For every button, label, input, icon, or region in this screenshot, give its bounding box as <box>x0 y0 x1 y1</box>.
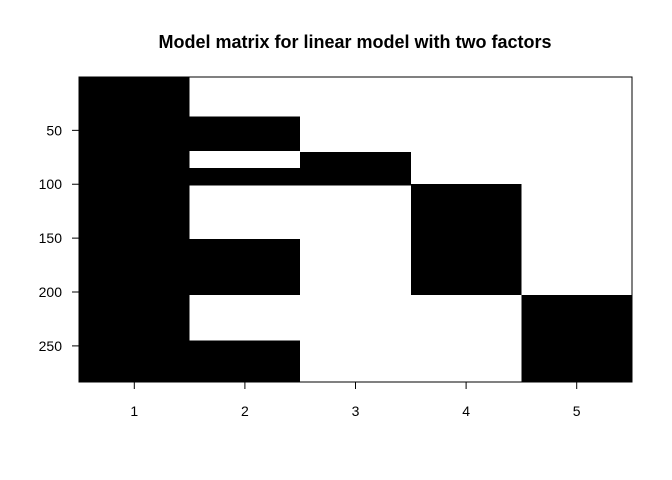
matrix-block-col2-1 <box>189 116 301 151</box>
y-tick-label-50: 50 <box>46 122 62 138</box>
x-tick-label-4: 4 <box>462 403 470 419</box>
chart-title: Model matrix for linear model with two f… <box>158 32 551 52</box>
matrix-block-col2-2 <box>189 168 301 186</box>
matrix-block-col5-7 <box>521 295 632 382</box>
matrix-block-col4-5 <box>410 184 522 296</box>
matrix-block-col2-4 <box>189 239 301 296</box>
x-axis: 1 2 3 4 5 <box>130 382 581 419</box>
matrix-block-col3-3 <box>300 151 411 186</box>
x-tick-label-5: 5 <box>573 403 581 419</box>
y-axis: 50 100 150 200 250 <box>39 122 79 354</box>
matrix-block-col2-6 <box>189 340 301 382</box>
y-tick-label-100: 100 <box>39 176 63 192</box>
y-tick-label-250: 250 <box>39 338 63 354</box>
x-tick-label-2: 2 <box>241 403 249 419</box>
x-tick-label-3: 3 <box>352 403 360 419</box>
plot-area <box>79 77 632 382</box>
plot-frame <box>78 76 633 383</box>
x-tick-label-1: 1 <box>130 403 138 419</box>
y-tick-label-150: 150 <box>39 230 63 246</box>
y-tick-label-200: 200 <box>39 284 63 300</box>
matrix-block-col1-0 <box>79 77 190 382</box>
